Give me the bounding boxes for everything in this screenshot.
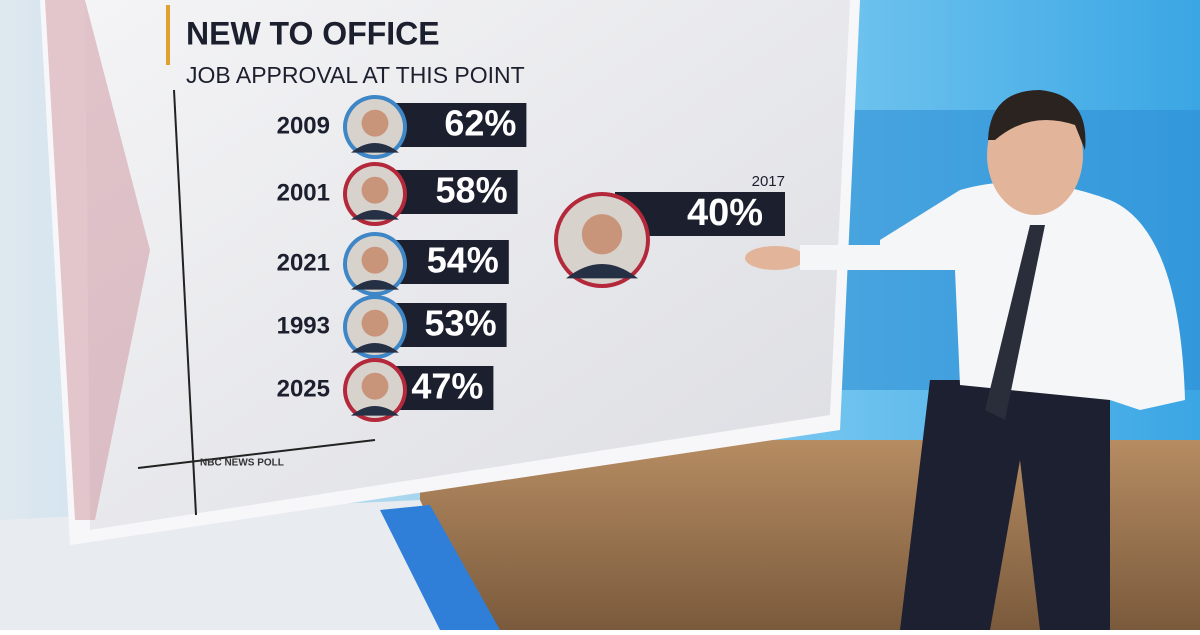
- portrait-face: [581, 214, 623, 255]
- portrait-face: [361, 176, 389, 204]
- value-label: 54%: [427, 240, 499, 281]
- bar: [390, 170, 518, 214]
- presenter-tie: [985, 225, 1045, 420]
- presenter-hair: [988, 90, 1086, 150]
- presenter-arm: [800, 245, 890, 270]
- chart: NEW TO OFFICE JOB APPROVAL AT THIS POINT N…: [137, 5, 785, 516]
- portrait-suit: [351, 280, 399, 290]
- screen-pattern: [45, 0, 150, 520]
- presenter-shirt: [880, 182, 1185, 410]
- year-label: 1993: [277, 312, 330, 339]
- year-label: 2009: [277, 112, 330, 139]
- presenter-hand: [745, 246, 805, 270]
- portrait-face: [361, 372, 389, 400]
- portrait-face: [361, 246, 389, 274]
- value-label: 53%: [425, 303, 497, 344]
- axis-line: [173, 89, 197, 516]
- highlight-year: 2017: [752, 173, 785, 190]
- bar: [390, 366, 494, 410]
- portrait-suit: [351, 143, 399, 153]
- baseline: [137, 439, 376, 469]
- source-note: NBC NEWS POLL: [200, 458, 284, 469]
- title-accent: [166, 5, 170, 65]
- year-label: 2021: [277, 249, 330, 276]
- bar: [390, 103, 527, 147]
- value-label: 62%: [444, 103, 516, 144]
- desk-light: [380, 505, 500, 630]
- bar: [390, 303, 507, 347]
- portrait-suit: [351, 343, 399, 353]
- highlight-value-label: 40%: [687, 192, 763, 234]
- value-label: 47%: [411, 366, 483, 407]
- chart-subtitle: JOB APPROVAL AT THIS POINT: [186, 62, 525, 88]
- portrait-face: [361, 109, 389, 137]
- value-label: 58%: [436, 170, 508, 211]
- year-label: 2025: [277, 375, 330, 402]
- portrait-suit: [566, 264, 638, 279]
- bar: [390, 240, 509, 284]
- portrait-suit: [351, 210, 399, 220]
- portrait-face: [361, 309, 389, 337]
- year-label: 2001: [277, 179, 330, 206]
- portrait-suit: [351, 406, 399, 416]
- chart-title: NEW TO OFFICE: [186, 15, 440, 51]
- presenter: [745, 90, 1185, 630]
- presenter-trousers: [900, 380, 1110, 630]
